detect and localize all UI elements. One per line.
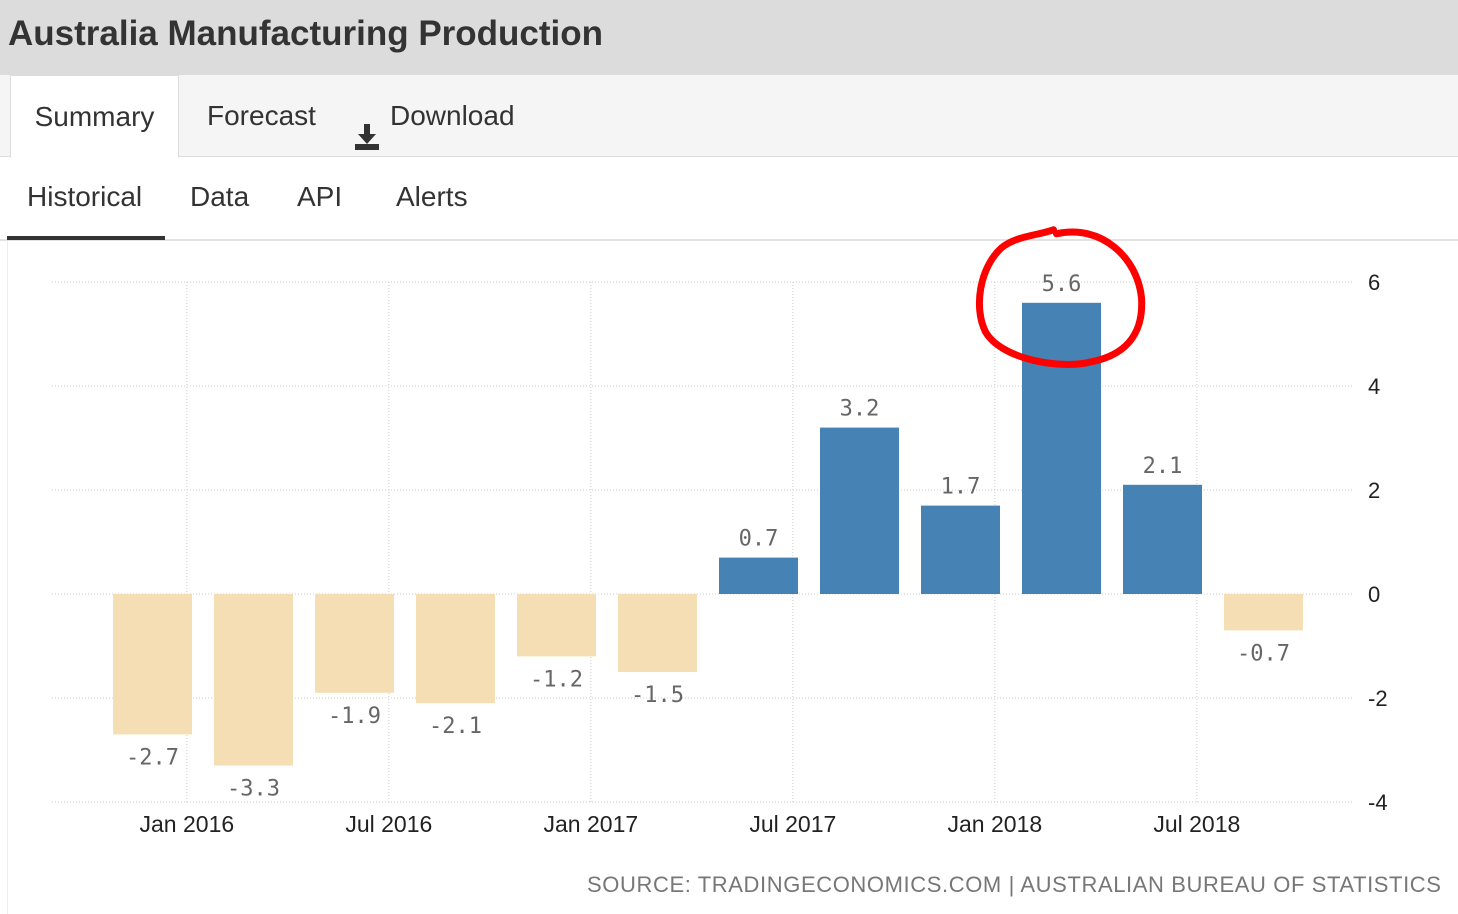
- active-subtab-indicator: [7, 236, 165, 240]
- bar: [214, 594, 293, 766]
- subtab-alerts[interactable]: Alerts: [396, 181, 468, 213]
- bar: [113, 594, 192, 735]
- subtab-api[interactable]: API: [297, 181, 342, 213]
- bar-data-label: -0.7: [1237, 641, 1290, 666]
- bar-data-label: 1.7: [941, 475, 981, 500]
- subtab-historical-label: Historical: [27, 181, 143, 212]
- x-tick-label: Jul 2018: [1153, 811, 1240, 837]
- tab-forecast-label: Forecast: [207, 100, 316, 131]
- y-tick-label: 6: [1368, 270, 1380, 295]
- bar: [517, 594, 596, 657]
- bar-data-label: 2.1: [1143, 454, 1183, 479]
- bar: [719, 557, 798, 594]
- subtab-api-label: API: [297, 181, 343, 212]
- tab-download-label: Download: [390, 100, 515, 131]
- y-tick-label: 0: [1368, 582, 1380, 607]
- subtab-bar: Historical Data API Alerts: [0, 157, 1458, 241]
- subtab-historical[interactable]: Historical: [27, 181, 142, 213]
- highlight-circle: [976, 226, 1146, 368]
- bar-data-label: -2.1: [429, 714, 482, 739]
- y-tick-label: -4: [1368, 790, 1388, 815]
- bar: [1224, 594, 1303, 631]
- x-tick-label: Jul 2016: [345, 811, 432, 837]
- chart-frame: [7, 241, 1458, 914]
- bar-data-label: 0.7: [739, 527, 779, 552]
- bar: [315, 594, 394, 693]
- x-tick-label: Jan 2018: [948, 811, 1043, 837]
- y-tick-label: 4: [1368, 374, 1380, 399]
- bar-data-label: -1.5: [631, 683, 684, 708]
- chart-source: SOURCE: TRADINGECONOMICS.COM | AUSTRALIA…: [587, 872, 1442, 897]
- tab-summary-label: Summary: [34, 101, 155, 132]
- x-tick-label: Jan 2016: [140, 811, 235, 837]
- bar: [416, 594, 495, 704]
- bar: [1123, 484, 1202, 594]
- x-tick-label: Jan 2017: [544, 811, 639, 837]
- download-icon: [354, 101, 380, 150]
- y-tick-label: 2: [1368, 478, 1380, 503]
- tab-download[interactable]: Download: [354, 75, 515, 157]
- title-bar: Australia Manufacturing Production: [0, 0, 1458, 75]
- tab-forecast[interactable]: Forecast: [207, 75, 316, 157]
- bar-data-label: 3.2: [840, 397, 880, 422]
- subtab-alerts-label: Alerts: [396, 181, 468, 212]
- tab-summary[interactable]: Summary: [10, 75, 179, 158]
- bar-data-label: -1.2: [530, 667, 583, 692]
- bar: [618, 594, 697, 672]
- bar-data-label: -2.7: [126, 745, 179, 770]
- subtab-data[interactable]: Data: [190, 181, 249, 213]
- bar: [1022, 302, 1101, 594]
- bar-data-label: 5.6: [1042, 272, 1082, 297]
- bar: [820, 427, 899, 594]
- bar-data-label: -1.9: [328, 704, 381, 729]
- subtab-data-label: Data: [190, 181, 250, 212]
- x-tick-label: Jul 2017: [749, 811, 836, 837]
- bar-data-label: -3.3: [227, 777, 280, 802]
- bar: [921, 505, 1000, 594]
- page-title: Australia Manufacturing Production: [8, 14, 604, 53]
- y-tick-label: -2: [1368, 686, 1388, 711]
- tab-bar: Summary Forecast Download: [0, 75, 1458, 158]
